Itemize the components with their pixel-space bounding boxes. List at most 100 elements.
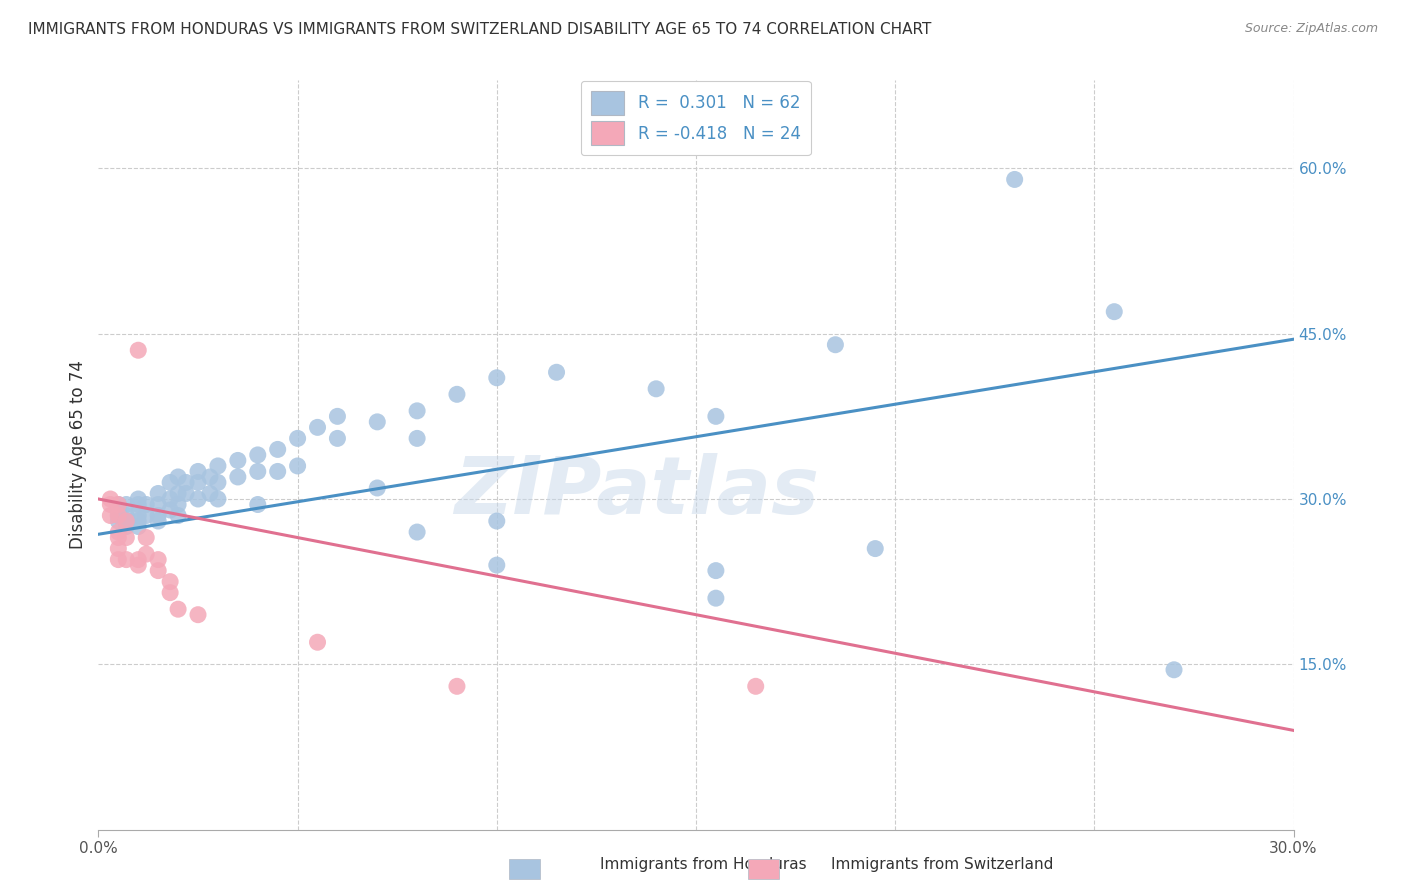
Point (159, 491, 181, 506)
Point (148, 498, 170, 512)
Point (174, 486, 197, 500)
Point (148, 514, 170, 528)
Point (135, 531, 157, 545)
Point (485, 371, 508, 385)
Point (127, 343, 149, 358)
Point (174, 475, 197, 490)
Point (115, 498, 138, 512)
Point (226, 453, 249, 467)
Point (1163, 663, 1185, 677)
Point (127, 552, 149, 566)
Point (159, 503, 181, 517)
Point (167, 602, 190, 616)
Point (366, 481, 388, 495)
Point (115, 514, 138, 528)
Point (207, 491, 229, 506)
Point (107, 508, 129, 523)
Point (127, 519, 149, 533)
Point (167, 498, 190, 512)
Text: IMMIGRANTS FROM HONDURAS VS IMMIGRANTS FROM SWITZERLAND DISABILITY AGE 65 TO 74 : IMMIGRANTS FROM HONDURAS VS IMMIGRANTS F… (28, 22, 932, 37)
Point (127, 558, 149, 573)
Point (406, 431, 429, 445)
Text: Source: ZipAtlas.com: Source: ZipAtlas.com (1244, 22, 1378, 36)
Point (107, 503, 129, 517)
Point (207, 458, 229, 473)
Point (406, 524, 429, 539)
Point (98, 498, 122, 512)
Point (187, 607, 209, 622)
Point (127, 508, 149, 523)
Point (198, 470, 221, 484)
Point (267, 442, 290, 457)
Point (107, 508, 129, 523)
Point (207, 475, 229, 490)
Point (148, 486, 170, 500)
Point (127, 491, 149, 506)
Y-axis label: Disability Age 65 to 74: Disability Age 65 to 74 (69, 360, 87, 549)
Point (115, 531, 138, 545)
Point (115, 514, 138, 528)
Point (446, 679, 468, 693)
Point (246, 448, 269, 462)
Point (704, 591, 727, 606)
Point (115, 519, 138, 533)
Point (127, 514, 149, 528)
Point (865, 541, 887, 556)
Point (187, 475, 209, 490)
Point (546, 365, 568, 379)
Text: ZIPatlas: ZIPatlas (454, 453, 818, 532)
Point (1004, 172, 1026, 186)
Point (446, 387, 468, 401)
Point (246, 465, 269, 479)
Point (107, 552, 129, 566)
Point (167, 470, 190, 484)
Point (107, 541, 129, 556)
Point (135, 498, 157, 512)
Point (135, 547, 157, 561)
Point (406, 404, 429, 418)
Point (485, 514, 508, 528)
Point (187, 465, 209, 479)
Point (135, 508, 157, 523)
Point (127, 498, 149, 512)
Point (704, 409, 727, 424)
Point (115, 552, 138, 566)
Point (226, 470, 249, 484)
Point (824, 337, 846, 351)
Point (167, 486, 190, 500)
Point (98, 508, 122, 523)
Point (107, 498, 129, 512)
Point (98, 491, 122, 506)
Text: Immigrants from Honduras: Immigrants from Honduras (600, 857, 806, 872)
Point (745, 679, 768, 693)
Point (159, 475, 181, 490)
Point (246, 498, 269, 512)
Point (704, 564, 727, 578)
Point (645, 382, 668, 396)
Point (107, 531, 129, 545)
Point (187, 491, 209, 506)
Point (148, 508, 170, 523)
Point (326, 431, 349, 445)
Point (198, 486, 221, 500)
Point (1104, 304, 1126, 318)
Point (107, 498, 129, 512)
Point (159, 585, 181, 599)
Point (267, 465, 290, 479)
Point (366, 415, 388, 429)
Point (287, 458, 309, 473)
Point (115, 508, 138, 523)
Legend: R =  0.301   N = 62, R = -0.418   N = 24: R = 0.301 N = 62, R = -0.418 N = 24 (581, 81, 811, 155)
Point (148, 564, 170, 578)
Point (307, 420, 329, 434)
Point (107, 514, 129, 528)
Point (167, 508, 190, 523)
Point (148, 552, 170, 566)
Point (107, 524, 129, 539)
Point (287, 431, 309, 445)
Point (326, 409, 349, 424)
Point (307, 635, 329, 649)
Point (485, 558, 508, 573)
Text: Immigrants from Switzerland: Immigrants from Switzerland (831, 857, 1053, 872)
Point (159, 574, 181, 589)
